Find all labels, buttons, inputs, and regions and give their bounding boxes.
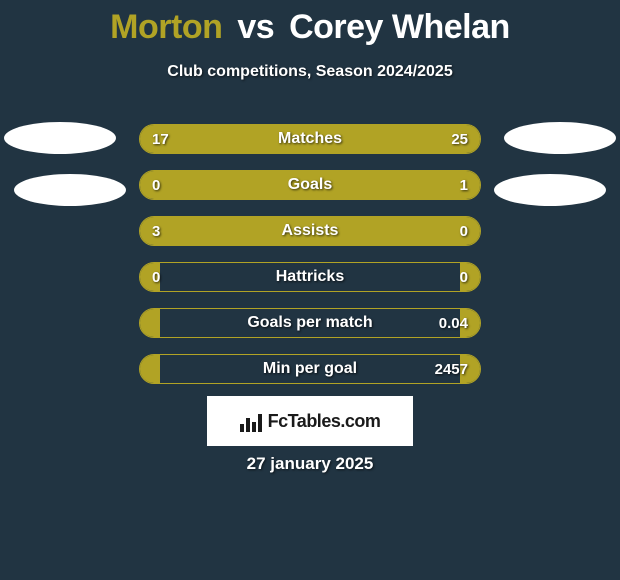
stat-label: Goals per match (140, 309, 480, 337)
stat-row: 30Assists (139, 216, 481, 246)
date-text: 27 january 2025 (0, 454, 620, 474)
stat-row: 1725Matches (139, 124, 481, 154)
player2-name: Corey Whelan (289, 8, 510, 46)
stat-label: Matches (140, 125, 480, 153)
stat-label: Assists (140, 217, 480, 245)
team-badge-left-2 (14, 174, 126, 206)
stat-row: 01Goals (139, 170, 481, 200)
team-badge-right-1 (504, 122, 616, 154)
subtitle: Club competitions, Season 2024/2025 (0, 63, 620, 81)
stat-row: 0.04Goals per match (139, 308, 481, 338)
team-badge-right-2 (494, 174, 606, 206)
stat-label: Goals (140, 171, 480, 199)
comparison-bars: 1725Matches 01Goals 30Assists 00Hattricks 0.… (139, 124, 481, 400)
vs-text: vs (237, 8, 274, 46)
stat-row: 2457Min per goal (139, 354, 481, 384)
stat-row: 00Hattricks (139, 262, 481, 292)
chart-icon (240, 410, 262, 432)
logo-text: FcTables.com (268, 411, 381, 432)
team-badge-left-1 (4, 122, 116, 154)
player1-name: Morton (110, 8, 222, 46)
stat-label: Min per goal (140, 355, 480, 383)
page-title: Morton vs Corey Whelan (0, 0, 620, 47)
logo-box: FcTables.com (207, 396, 413, 446)
stat-label: Hattricks (140, 263, 480, 291)
